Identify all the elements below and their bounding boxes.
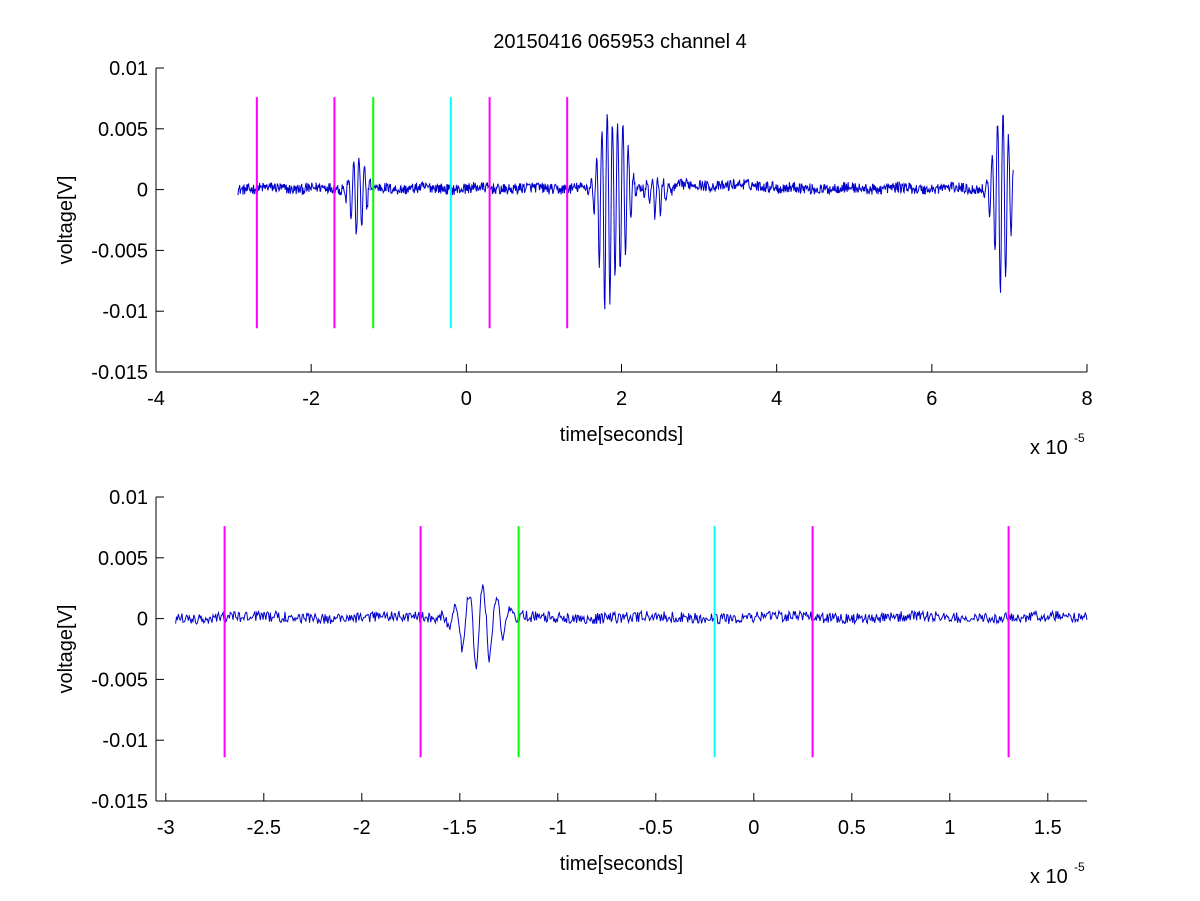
axes: -4 -2 0 2 4 6 8 -0.015 -0.01 -0.005 0 0.005 0.01 <box>91 58 1092 410</box>
y-axis-label: voltage[V] <box>55 605 77 694</box>
y-tick-label: -0.01 <box>102 301 148 323</box>
x-scale-factor: x 10 <box>1030 866 1068 888</box>
y-tick-label: -0.015 <box>91 791 148 813</box>
axes: -3 -2.5 -2 -1.5 -1 -0.5 0 0.5 1 1.5 -0.015 -0.01 -0.… <box>91 487 1087 839</box>
y-tick-label: 0.01 <box>109 487 148 509</box>
x-tick-label: 6 <box>926 388 937 410</box>
y-tick-label: -0.015 <box>91 362 148 384</box>
x-scale-exponent: -5 <box>1074 860 1085 874</box>
y-tick-label: -0.005 <box>91 669 148 691</box>
y-tick-label: 0 <box>137 180 148 202</box>
y-tick-label: 0.01 <box>109 58 148 80</box>
bottom-plot: -3 -2.5 -2 -1.5 -1 -0.5 0 0.5 1 1.5 -0.015 -0.01 -0.… <box>55 487 1088 888</box>
x-tick-label: 0.5 <box>838 817 866 839</box>
y-tick-label: 0.005 <box>98 119 148 141</box>
x-scale-factor: x 10 <box>1030 437 1068 459</box>
x-tick-label: -1 <box>549 817 567 839</box>
x-tick-label: -3 <box>157 817 175 839</box>
y-tick-label: 0 <box>137 609 148 631</box>
x-tick-label: 2 <box>616 388 627 410</box>
x-tick-label: 1.5 <box>1034 817 1062 839</box>
x-tick-label: -2 <box>353 817 371 839</box>
x-tick-label: 0 <box>748 817 759 839</box>
x-tick-label: 4 <box>771 388 782 410</box>
x-tick-label: 0 <box>461 388 472 410</box>
x-tick-label: 8 <box>1081 388 1092 410</box>
x-tick-label: -4 <box>147 388 165 410</box>
top-plot: -4 -2 0 2 4 6 8 -0.015 -0.01 -0.005 0 0.005 0.01 time… <box>55 58 1093 459</box>
y-tick-label: 0.005 <box>98 548 148 570</box>
signal-trace <box>237 114 1014 310</box>
y-axis-label: voltage[V] <box>55 176 77 265</box>
x-tick-label: -1.5 <box>443 817 477 839</box>
x-axis-label: time[seconds] <box>560 424 683 446</box>
x-tick-label: -2 <box>302 388 320 410</box>
signal-trace <box>175 584 1088 670</box>
y-tick-label: -0.005 <box>91 240 148 262</box>
x-scale-exponent: -5 <box>1074 431 1085 445</box>
chart-title: 20150416 065953 channel 4 <box>493 31 747 53</box>
x-tick-label: -0.5 <box>639 817 673 839</box>
x-axis-label: time[seconds] <box>560 853 683 875</box>
x-tick-label: 1 <box>944 817 955 839</box>
x-tick-label: -2.5 <box>247 817 281 839</box>
y-tick-label: -0.01 <box>102 730 148 752</box>
